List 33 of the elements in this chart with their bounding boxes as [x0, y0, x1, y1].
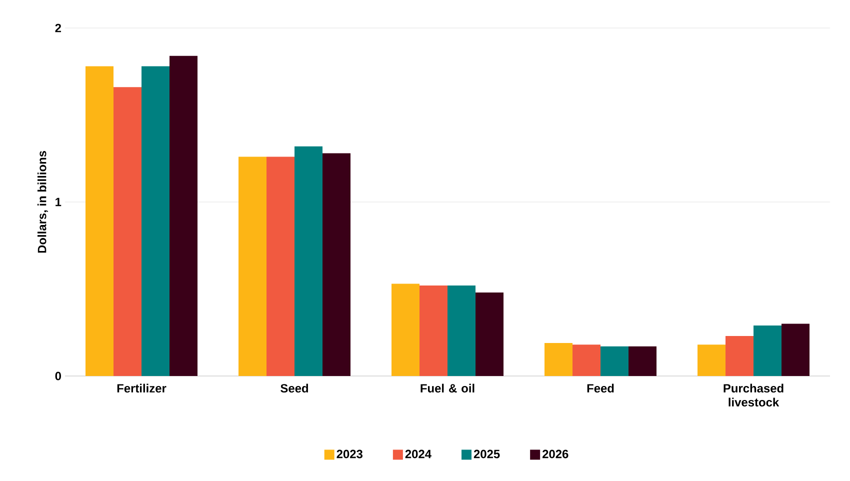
bar — [628, 346, 657, 376]
bar — [476, 292, 504, 376]
bar — [238, 156, 267, 376]
bar — [544, 342, 573, 376]
y-tick-label: 1 — [56, 198, 62, 206]
legend-label: 2025 — [474, 450, 500, 458]
bar — [600, 346, 629, 376]
bar — [392, 284, 420, 376]
y-axis-title: Dollars, in billions — [37, 151, 48, 253]
y-tick-label: 2 — [55, 24, 62, 32]
x-tick-label: Purchased livestock — [724, 384, 784, 406]
x-tick-label: Feed — [587, 384, 614, 393]
legend-label: 2024 — [405, 450, 432, 458]
bar — [322, 153, 351, 376]
legend-label: 2026 — [542, 450, 568, 458]
x-tick-label: Fuel & oil — [420, 384, 474, 393]
bar — [726, 336, 754, 376]
bar — [266, 156, 295, 376]
x-tick-label: Fertilizer — [117, 384, 166, 393]
bar — [114, 87, 142, 376]
bar — [420, 286, 448, 376]
y-tick-label: 0 — [55, 372, 61, 380]
bar — [86, 66, 114, 376]
bar — [448, 286, 476, 376]
bar — [698, 344, 726, 376]
bar — [572, 344, 601, 376]
bar — [170, 56, 198, 376]
bar — [782, 324, 810, 376]
legend-label: 2023 — [336, 450, 362, 458]
x-tick-label: Seed — [280, 384, 308, 393]
bar — [294, 146, 323, 376]
bar — [142, 66, 170, 376]
bar — [754, 326, 782, 376]
